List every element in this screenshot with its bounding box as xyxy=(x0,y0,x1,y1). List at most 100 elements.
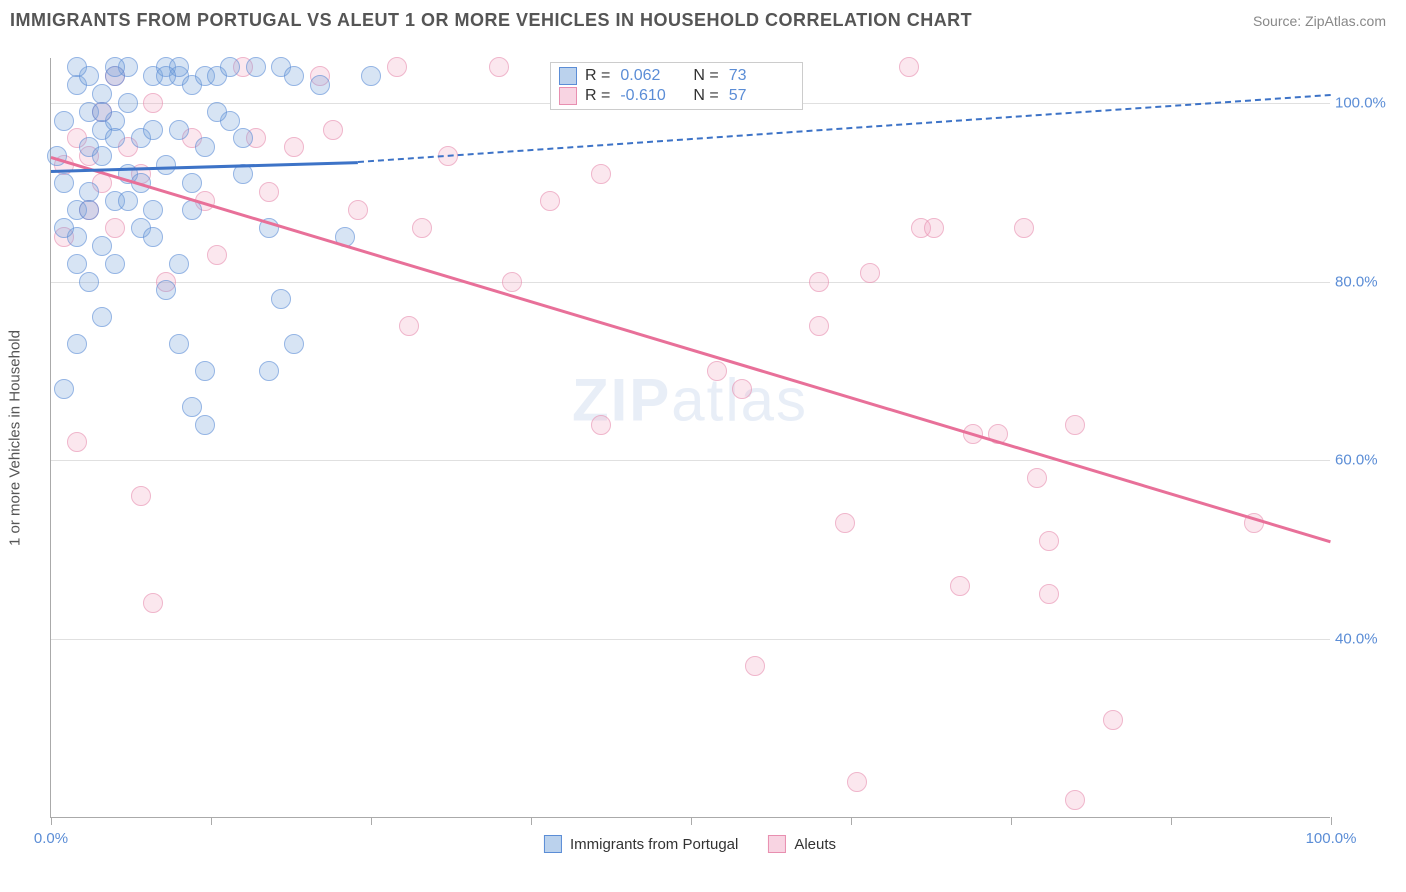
data-point xyxy=(284,66,304,86)
data-point xyxy=(195,361,215,381)
data-point xyxy=(156,155,176,175)
data-point xyxy=(67,432,87,452)
data-point xyxy=(259,182,279,202)
data-point xyxy=(310,75,330,95)
data-point xyxy=(156,280,176,300)
data-point xyxy=(1039,531,1059,551)
data-point xyxy=(195,415,215,435)
data-point xyxy=(131,486,151,506)
data-point xyxy=(54,111,74,131)
data-point xyxy=(284,334,304,354)
data-point xyxy=(591,415,611,435)
data-point xyxy=(169,254,189,274)
plot-region: 40.0%60.0%80.0%100.0%0.0%100.0% xyxy=(50,58,1330,818)
data-point xyxy=(118,191,138,211)
data-point xyxy=(143,200,163,220)
data-point xyxy=(156,66,176,86)
x-tick xyxy=(691,817,692,825)
data-point xyxy=(924,218,944,238)
data-point xyxy=(707,361,727,381)
y-tick-label: 40.0% xyxy=(1335,631,1405,648)
stat-n-value: 73 xyxy=(729,67,784,85)
y-tick-label: 80.0% xyxy=(1335,273,1405,290)
source-label: Source: ZipAtlas.com xyxy=(1253,13,1386,29)
data-point xyxy=(860,263,880,283)
data-point xyxy=(284,137,304,157)
series-legend: Immigrants from Portugal Aleuts xyxy=(544,835,836,853)
legend-swatch xyxy=(544,835,562,853)
data-point xyxy=(79,200,99,220)
data-point xyxy=(105,128,125,148)
data-point xyxy=(899,57,919,77)
stat-r-label: R = xyxy=(585,87,610,105)
data-point xyxy=(143,227,163,247)
data-point xyxy=(348,200,368,220)
data-point xyxy=(92,236,112,256)
data-point xyxy=(105,57,125,77)
data-point xyxy=(1014,218,1034,238)
gridline xyxy=(51,639,1330,640)
data-point xyxy=(950,576,970,596)
x-tick xyxy=(1331,817,1332,825)
trend-line xyxy=(51,156,1332,543)
data-point xyxy=(489,57,509,77)
gridline xyxy=(51,282,1330,283)
legend-label: Immigrants from Portugal xyxy=(570,836,738,853)
data-point xyxy=(169,334,189,354)
legend-swatch xyxy=(559,87,577,105)
data-point xyxy=(220,57,240,77)
data-point xyxy=(143,120,163,140)
x-tick xyxy=(851,817,852,825)
chart-title: IMMIGRANTS FROM PORTUGAL VS ALEUT 1 OR M… xyxy=(10,10,972,31)
data-point xyxy=(105,254,125,274)
data-point xyxy=(387,57,407,77)
data-point xyxy=(412,218,432,238)
data-point xyxy=(92,146,112,166)
x-tick xyxy=(1171,817,1172,825)
legend-item: Aleuts xyxy=(768,835,836,853)
data-point xyxy=(847,772,867,792)
legend-label: Aleuts xyxy=(794,836,836,853)
stat-n-label: N = xyxy=(693,87,718,105)
data-point xyxy=(169,120,189,140)
data-point xyxy=(1065,790,1085,810)
data-point xyxy=(323,120,343,140)
legend-swatch xyxy=(559,67,577,85)
stat-r-value: -0.610 xyxy=(620,87,675,105)
data-point xyxy=(233,128,253,148)
stat-row: R =0.062N =73 xyxy=(559,66,794,86)
data-point xyxy=(361,66,381,86)
data-point xyxy=(79,272,99,292)
data-point xyxy=(1065,415,1085,435)
x-tick xyxy=(51,817,52,825)
stat-r-value: 0.062 xyxy=(620,67,675,85)
gridline xyxy=(51,460,1330,461)
data-point xyxy=(105,218,125,238)
data-point xyxy=(92,307,112,327)
data-point xyxy=(1027,468,1047,488)
y-axis-label: 1 or more Vehicles in Household xyxy=(7,330,24,546)
x-tick-label: 0.0% xyxy=(34,830,68,847)
data-point xyxy=(246,57,266,77)
data-point xyxy=(67,334,87,354)
data-point xyxy=(67,57,87,77)
x-tick xyxy=(531,817,532,825)
x-tick xyxy=(371,817,372,825)
data-point xyxy=(195,137,215,157)
stat-row: R = -0.610 N = 57 xyxy=(559,86,794,106)
data-point xyxy=(207,102,227,122)
data-point xyxy=(54,379,74,399)
x-tick-label: 100.0% xyxy=(1306,830,1357,847)
data-point xyxy=(1103,710,1123,730)
data-point xyxy=(143,93,163,113)
data-point xyxy=(259,361,279,381)
data-point xyxy=(54,173,74,193)
data-point xyxy=(835,513,855,533)
stats-legend: R = 0.062 N = 73R = -0.610 N = 57 xyxy=(550,62,803,110)
stat-n-value: 57 xyxy=(729,87,784,105)
data-point xyxy=(271,289,291,309)
data-point xyxy=(182,173,202,193)
stat-n-label: N = xyxy=(693,67,718,85)
y-tick-label: 60.0% xyxy=(1335,452,1405,469)
data-point xyxy=(502,272,522,292)
